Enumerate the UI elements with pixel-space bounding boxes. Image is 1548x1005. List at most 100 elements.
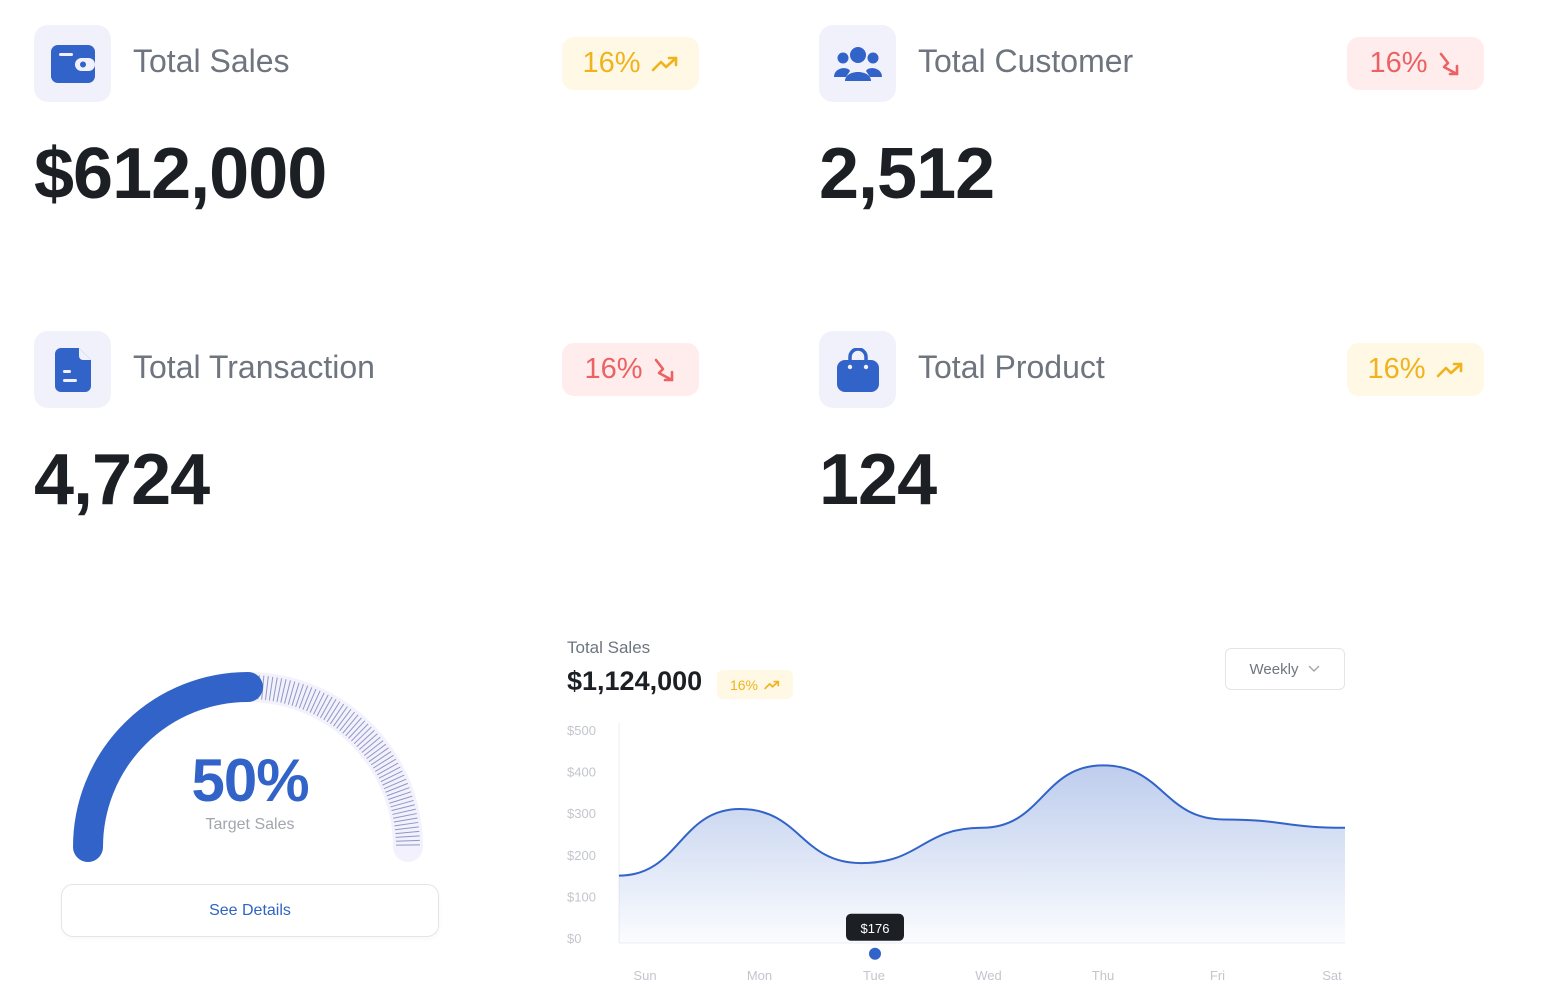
chevron-down-icon (1308, 665, 1320, 672)
chart-tooltip: $176 (846, 913, 904, 962)
gauge-tick (382, 774, 405, 786)
y-axis: $0 $100 $200 $300 $400 $500 (567, 723, 596, 946)
chart-label: Total Sales (567, 638, 651, 657)
card-title: Total Sales (133, 43, 290, 79)
tooltip-text: $176 (861, 921, 890, 936)
gauge-tick (348, 720, 366, 739)
gauge-tick (394, 821, 419, 827)
period-value: Weekly (1249, 660, 1299, 678)
badge-percent: 16% (584, 353, 643, 385)
gauge-tick (370, 751, 392, 766)
gauge-tick (276, 678, 283, 702)
gauge-tick (390, 799, 414, 808)
gauge-tick (389, 795, 413, 804)
trend-badge: 16% (562, 37, 699, 90)
wallet-icon (34, 25, 111, 102)
users-icon (819, 25, 896, 102)
gauge-tick (392, 808, 416, 815)
chart-total: $1,124,000 (567, 666, 703, 696)
trend-up-icon (1436, 362, 1462, 377)
gauge-tick (388, 791, 412, 801)
gauge-tick (319, 696, 333, 719)
gauge-tick (309, 690, 321, 713)
gauge-tick (326, 701, 341, 723)
card-value: 4,724 (34, 440, 210, 520)
gauge-tick (374, 758, 397, 772)
gauge-tick (316, 694, 329, 717)
gauge-tick (372, 754, 394, 769)
badge-percent: 16% (729, 676, 759, 693)
gauge-tick (342, 714, 359, 734)
gauge-tick (391, 804, 415, 812)
trend-up-icon (651, 56, 677, 71)
trend-down-icon (1439, 52, 1458, 75)
y-tick-label: $500 (567, 723, 596, 738)
gauge-tick (366, 743, 387, 759)
see-details-button[interactable]: See Details (61, 884, 439, 937)
gauge-tick (302, 687, 313, 710)
x-tick-label: Thu (1092, 968, 1114, 983)
gauge-tick (272, 677, 278, 702)
gauge-tick (383, 778, 407, 790)
trend-up-icon (764, 680, 780, 689)
gauge-tick (313, 692, 325, 715)
gauge-tick (339, 711, 355, 732)
y-tick-label: $200 (567, 848, 596, 863)
trend-down-icon (654, 358, 673, 381)
card-title: Total Product (918, 349, 1105, 385)
gauge-tick (265, 676, 269, 701)
gauge-progress-arc (73, 672, 263, 862)
gauge-tick (336, 708, 352, 729)
x-tick-label: Wed (975, 968, 1002, 983)
trend-badge: 16% (562, 343, 699, 396)
chart-trend-badge: 16% (717, 670, 793, 699)
gauge-tick (350, 723, 369, 742)
trend-badge: 16% (1347, 343, 1484, 396)
gauge-tick (361, 736, 381, 753)
period-dropdown[interactable]: Weekly (1225, 648, 1345, 690)
total-product-card: Total Product 16% 124 (819, 331, 1489, 551)
gauge-tick (291, 682, 300, 706)
gauge-tick (287, 681, 296, 705)
gauge-tick (306, 688, 317, 712)
gauge-tick (295, 684, 304, 708)
tooltip-box (846, 913, 904, 941)
x-tick-label: Mon (747, 968, 772, 983)
gauge-tick (393, 817, 418, 823)
gauge-tick (359, 733, 378, 750)
gauge-tick (378, 766, 401, 779)
card-value: 2,512 (819, 134, 995, 214)
badge-percent: 16% (582, 47, 641, 79)
gauge-tick (284, 680, 291, 704)
target-sales-gauge (60, 655, 440, 875)
series-area (619, 765, 1345, 943)
gauge-label: Target Sales (205, 816, 295, 833)
gauge-tick (386, 787, 410, 797)
y-tick-label: $400 (567, 765, 596, 780)
card-title: Total Transaction (133, 349, 375, 385)
gauge-tick (333, 706, 348, 727)
badge-percent: 16% (1367, 353, 1426, 385)
x-axis: Sun Mon Tue Wed Thu Fri Sat (633, 968, 1342, 983)
gauge-tick (353, 726, 372, 745)
gauge-tick (298, 685, 309, 709)
gauge-tick (345, 717, 362, 737)
badge-percent: 16% (1369, 47, 1428, 79)
gauge-tick (380, 770, 403, 783)
gauge-tick (395, 830, 420, 835)
gauge-tick (376, 762, 399, 776)
gauge-tick (395, 835, 420, 838)
gauge-tick (329, 703, 345, 725)
x-tick-label: Sun (633, 968, 656, 983)
gauge-tick (323, 698, 337, 721)
gauge-tick (280, 679, 287, 703)
total-sales-card: Total Sales 16% $612,000 (34, 25, 704, 245)
trend-badge: 16% (1347, 37, 1484, 90)
gauge-tick (393, 813, 417, 819)
gauge-tick (385, 782, 408, 793)
card-value: $612,000 (34, 134, 327, 214)
highlight-point[interactable] (867, 945, 883, 962)
gauge-tick (368, 747, 389, 763)
sales-area-chart: $0 $100 $200 $300 $400 $500 Sun Mon Tue Wed Thu Fr… (567, 723, 1346, 983)
gauge-tick (395, 839, 420, 842)
